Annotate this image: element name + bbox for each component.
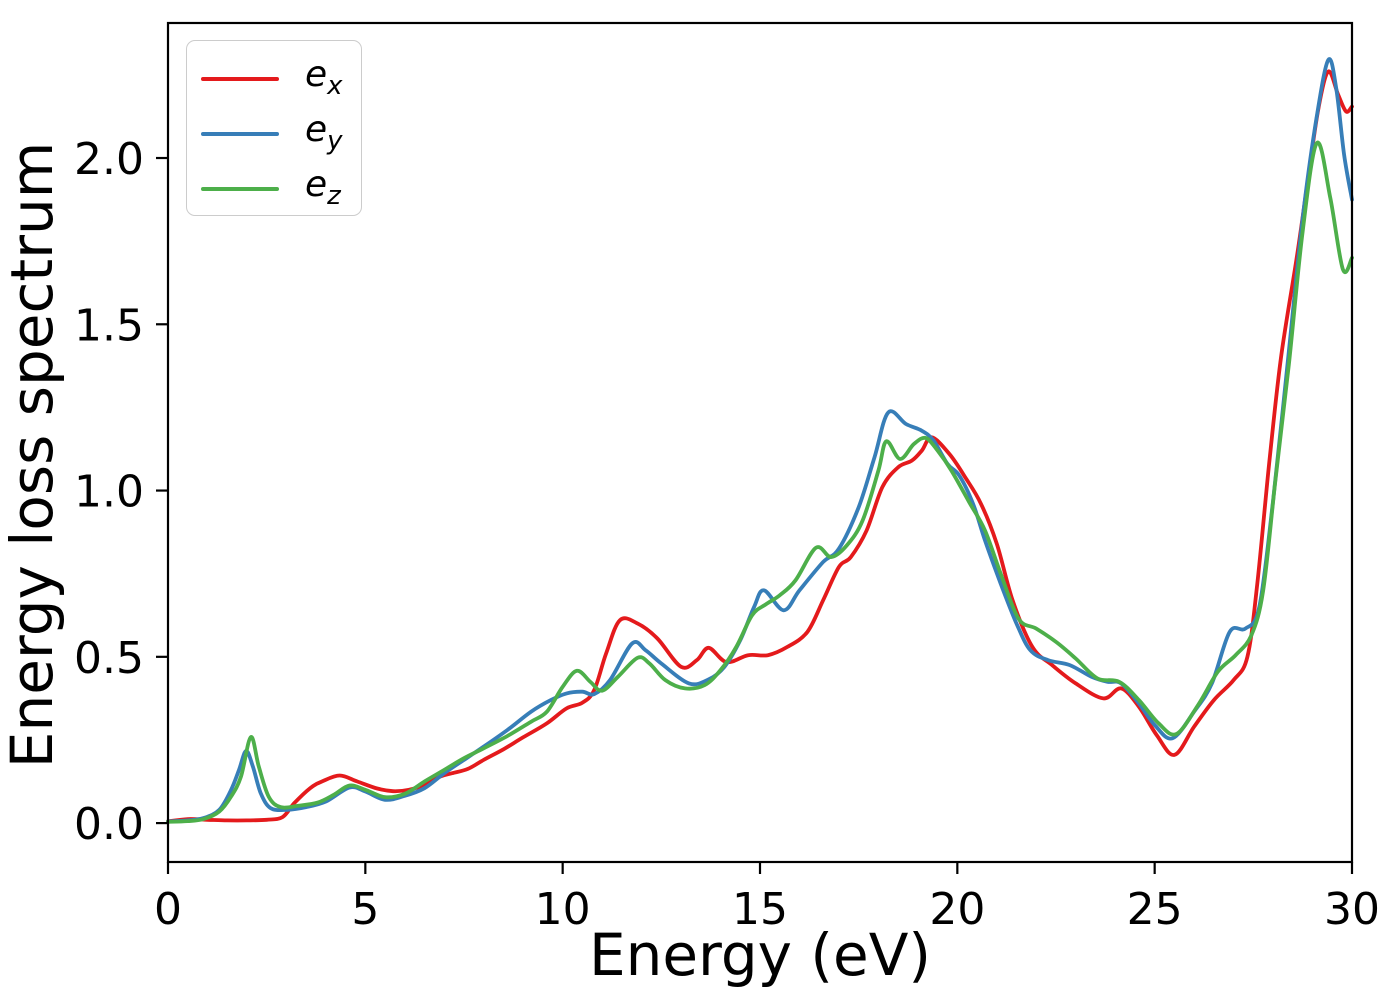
x-tick-label: 5 [351, 884, 379, 935]
x-tick-label: 0 [154, 884, 182, 935]
legend-line-ez-swatch [201, 186, 279, 191]
series-line-ez [166, 140, 1354, 824]
legend-line-ey-swatch [201, 131, 279, 136]
x-tick-label: 30 [1324, 884, 1380, 935]
legend-label-ez: ez [305, 163, 341, 212]
x-tick-label: 15 [732, 884, 788, 935]
legend: ex ey ez [186, 40, 362, 216]
series-curves [166, 57, 1354, 824]
legend-label-ex: ex [305, 53, 343, 102]
legend-line-ex-swatch [201, 76, 279, 81]
axis-ticks [156, 156, 1354, 874]
x-tick-label: 10 [535, 884, 591, 935]
y-tick-label: 0.5 [74, 633, 144, 684]
legend-item-ex: ex [201, 51, 361, 106]
legend-item-ey: ey [201, 106, 361, 161]
axis-tick-labels: 0 5 10 15 20 25 30 0.0 0.5 1.0 1.5 2.0 [74, 134, 1380, 935]
y-tick-label: 2.0 [74, 134, 144, 185]
y-tick-label: 1.0 [74, 467, 144, 518]
x-axis-label: Energy (eV) [589, 921, 931, 989]
legend-label-ey: ey [305, 108, 343, 157]
y-tick-label: 0.0 [74, 799, 144, 850]
legend-item-ez: ez [201, 161, 361, 216]
x-tick-label: 20 [929, 884, 985, 935]
y-tick-label: 1.5 [74, 300, 144, 351]
series-line-ex [166, 69, 1354, 824]
x-tick-label: 25 [1127, 884, 1183, 935]
y-axis-label: Energy loss spectrum [0, 142, 66, 768]
